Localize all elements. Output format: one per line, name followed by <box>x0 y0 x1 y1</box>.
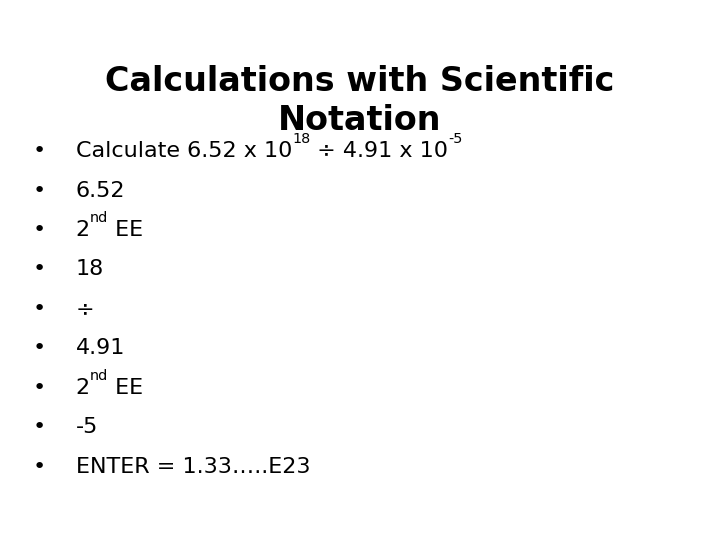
Text: 6.52: 6.52 <box>76 180 125 201</box>
Text: 2: 2 <box>76 220 90 240</box>
Text: •: • <box>33 377 46 398</box>
Text: nd: nd <box>90 211 108 225</box>
Text: 18: 18 <box>76 259 104 280</box>
Text: -5: -5 <box>76 417 98 437</box>
Text: -5: -5 <box>449 132 462 146</box>
Text: 4.91: 4.91 <box>76 338 125 359</box>
Text: nd: nd <box>90 369 108 383</box>
Text: •: • <box>33 259 46 280</box>
Text: •: • <box>33 417 46 437</box>
Text: Calculate 6.52 x 10: Calculate 6.52 x 10 <box>76 141 292 161</box>
Text: ENTER = 1.33…..E23: ENTER = 1.33…..E23 <box>76 456 310 477</box>
Text: •: • <box>33 220 46 240</box>
Text: Calculations with Scientific
Notation: Calculations with Scientific Notation <box>105 65 615 137</box>
Text: •: • <box>33 299 46 319</box>
Text: •: • <box>33 180 46 201</box>
Text: ÷ 4.91 x 10: ÷ 4.91 x 10 <box>310 141 449 161</box>
Text: 2: 2 <box>76 377 90 398</box>
Text: 18: 18 <box>292 132 310 146</box>
Text: •: • <box>33 141 46 161</box>
Text: •: • <box>33 338 46 359</box>
Text: •: • <box>33 456 46 477</box>
Text: EE: EE <box>108 220 143 240</box>
Text: EE: EE <box>108 377 143 398</box>
Text: ÷: ÷ <box>76 299 94 319</box>
